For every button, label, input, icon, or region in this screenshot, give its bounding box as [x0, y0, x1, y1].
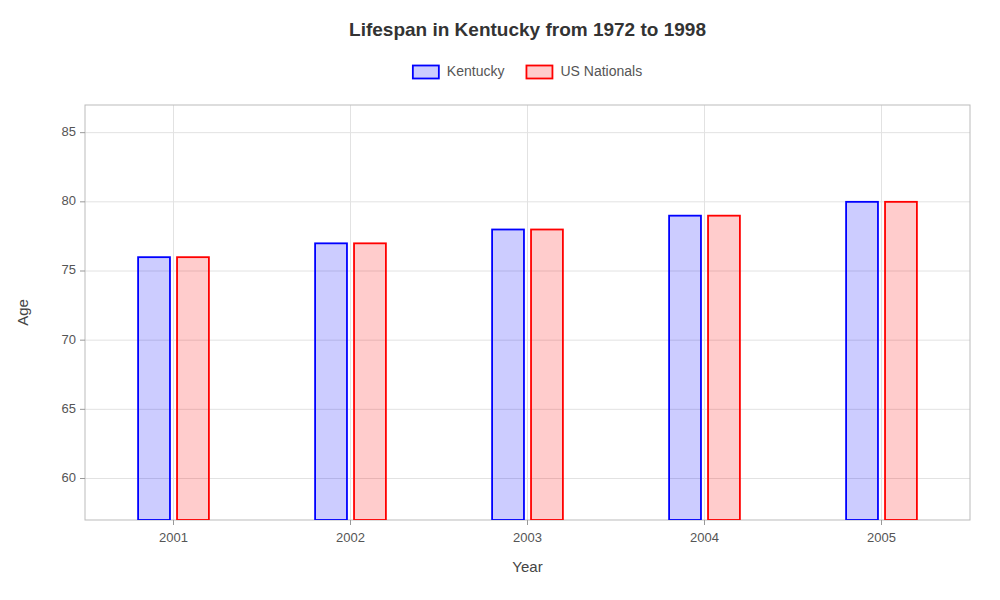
legend-label: US Nationals — [560, 63, 642, 79]
y-tick — [80, 478, 85, 479]
y-tick — [80, 340, 85, 341]
x-grid-line — [527, 105, 528, 520]
legend-swatch — [526, 66, 552, 79]
series-bars — [177, 202, 917, 520]
y-tick — [80, 271, 85, 272]
bars — [138, 202, 917, 520]
x-tick-label: 2001 — [159, 530, 188, 545]
bar — [138, 257, 170, 520]
y-tick-label: 65 — [62, 401, 76, 416]
y-axis-label: Age — [14, 299, 31, 326]
grid — [85, 105, 970, 520]
chart: 60 65 70 75 80 85 2001 2002 2003 2004 2005 Year Age L… — [0, 0, 1000, 600]
series-bars — [138, 202, 878, 520]
y-axis: 60 65 70 75 80 85 — [62, 124, 85, 485]
x-tick — [527, 520, 528, 525]
bar — [315, 243, 347, 520]
legend-swatch — [413, 66, 439, 79]
y-tick-label: 85 — [62, 124, 76, 139]
legend-item: US Nationals — [526, 63, 642, 79]
plot-frame — [85, 105, 970, 520]
x-grid-line — [173, 105, 174, 520]
x-tick — [173, 520, 174, 525]
y-tick-label: 75 — [62, 262, 76, 277]
title: Lifespan in Kentucky from 1972 to 1998 — [349, 19, 706, 40]
x-tick-label: 2004 — [690, 530, 719, 545]
bar — [669, 216, 701, 520]
page: {"chart_data": {"type": "bar", "title": … — [0, 0, 1000, 600]
legend-label: Kentucky — [447, 63, 505, 79]
y-tick-label: 80 — [62, 193, 76, 208]
bar — [492, 230, 524, 521]
y-tick-label: 60 — [62, 470, 76, 485]
x-tick — [350, 520, 351, 525]
x-tick-label: 2005 — [867, 530, 896, 545]
y-tick — [80, 409, 85, 410]
y-tick — [80, 132, 85, 133]
x-grid-line — [704, 105, 705, 520]
bar — [846, 202, 878, 520]
x-tick — [881, 520, 882, 525]
bar — [708, 216, 740, 520]
legend-item: Kentucky — [413, 63, 505, 79]
bar — [177, 257, 209, 520]
x-axis: 2001 2002 2003 2004 2005 — [159, 520, 896, 545]
y-tick — [80, 201, 85, 202]
bar — [885, 202, 917, 520]
y-tick-label: 70 — [62, 332, 76, 347]
x-tick-label: 2003 — [513, 530, 542, 545]
bar — [531, 230, 563, 521]
legend: Kentucky US Nationals — [413, 63, 642, 79]
bar — [354, 243, 386, 520]
x-tick-label: 2002 — [336, 530, 365, 545]
x-grid-line — [881, 105, 882, 520]
x-tick — [704, 520, 705, 525]
x-grid-line — [350, 105, 351, 520]
x-axis-label: Year — [512, 558, 542, 575]
